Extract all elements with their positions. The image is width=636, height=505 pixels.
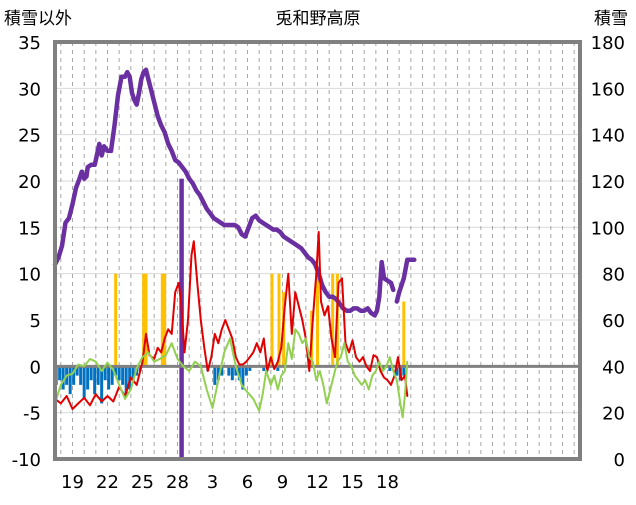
bar bbox=[75, 366, 79, 376]
y-tick-label-right: 0 bbox=[614, 450, 625, 471]
bar bbox=[72, 366, 76, 385]
bar bbox=[234, 366, 238, 376]
bar bbox=[131, 366, 135, 381]
bar bbox=[213, 366, 217, 385]
bar bbox=[241, 366, 245, 390]
bar bbox=[230, 366, 234, 381]
y-tick-label-left: 5 bbox=[30, 311, 41, 332]
x-tick-label: 15 bbox=[341, 472, 364, 493]
bar bbox=[160, 273, 164, 367]
bar bbox=[86, 366, 90, 390]
x-tick-label: 3 bbox=[207, 472, 218, 493]
y-tick-label-left: 0 bbox=[30, 357, 41, 378]
y-tick-label-right: 100 bbox=[591, 218, 625, 239]
bar bbox=[121, 366, 125, 385]
y-tick-label-right: 60 bbox=[602, 311, 625, 332]
left-axis-label: 積雪以外 bbox=[4, 9, 72, 29]
bar bbox=[93, 366, 97, 395]
bar bbox=[79, 366, 83, 385]
bar bbox=[216, 366, 220, 381]
x-tick-label: 12 bbox=[306, 472, 329, 493]
bar bbox=[114, 366, 118, 376]
x-tick-label: 6 bbox=[242, 472, 253, 493]
x-tick-label: 9 bbox=[277, 472, 288, 493]
bar bbox=[82, 366, 86, 399]
bar bbox=[100, 366, 104, 404]
bar bbox=[388, 366, 392, 371]
y-tick-label-right: 40 bbox=[602, 357, 625, 378]
bar bbox=[89, 366, 93, 381]
bar bbox=[277, 273, 281, 367]
y-tick-label-left: 25 bbox=[18, 126, 41, 147]
bar bbox=[110, 366, 114, 385]
x-tick-label: 28 bbox=[166, 472, 189, 493]
bar bbox=[248, 366, 252, 371]
x-tick-label: 18 bbox=[376, 472, 399, 493]
series-line bbox=[394, 257, 417, 304]
bar bbox=[114, 273, 118, 367]
bar bbox=[395, 366, 399, 376]
y-tick-label-left: 35 bbox=[18, 33, 41, 54]
x-tick-label: 19 bbox=[61, 472, 84, 493]
series-line bbox=[54, 231, 409, 410]
y-tick-label-right: 20 bbox=[602, 404, 625, 425]
series-line bbox=[54, 328, 409, 419]
bar bbox=[331, 273, 335, 367]
y-tick-label-left: 20 bbox=[18, 172, 41, 193]
bar bbox=[96, 366, 100, 385]
bar bbox=[402, 301, 406, 367]
bar bbox=[316, 273, 319, 367]
y-tick-label-right: 80 bbox=[602, 265, 625, 286]
bar bbox=[220, 366, 224, 376]
bar bbox=[103, 366, 107, 381]
bar bbox=[163, 273, 167, 367]
right-axis-label: 積雪 bbox=[594, 9, 628, 29]
bar bbox=[270, 273, 274, 367]
y-tick-label-right: 120 bbox=[591, 172, 625, 193]
y-tick-label-right: 180 bbox=[591, 33, 625, 54]
y-tick-label-right: 160 bbox=[591, 79, 625, 100]
bar bbox=[68, 366, 72, 395]
bar bbox=[144, 273, 148, 367]
bar bbox=[142, 273, 146, 367]
y-tick-label-left: 30 bbox=[18, 79, 41, 100]
bar bbox=[107, 366, 111, 390]
y-tick-label-left: 10 bbox=[18, 265, 41, 286]
bar bbox=[402, 366, 406, 376]
bar bbox=[276, 366, 280, 371]
bar bbox=[117, 366, 121, 381]
bar bbox=[262, 366, 266, 371]
y-tick-label-left: -10 bbox=[12, 450, 41, 471]
plot-area: 35302520151050-5-10180160140120100806040… bbox=[12, 33, 625, 493]
bar bbox=[58, 366, 62, 381]
bar bbox=[244, 366, 248, 376]
y-tick-label-left: -5 bbox=[23, 404, 41, 425]
chart-title: 兎和野高原 bbox=[276, 9, 361, 29]
y-tick-label-left: 15 bbox=[18, 218, 41, 239]
bar bbox=[237, 366, 241, 381]
bar bbox=[124, 366, 128, 395]
x-tick-label: 25 bbox=[131, 472, 154, 493]
x-tick-label: 22 bbox=[96, 472, 119, 493]
bar bbox=[227, 366, 231, 376]
bar bbox=[61, 366, 65, 390]
y-tick-label-right: 140 bbox=[591, 126, 625, 147]
plot-frame bbox=[53, 40, 582, 461]
